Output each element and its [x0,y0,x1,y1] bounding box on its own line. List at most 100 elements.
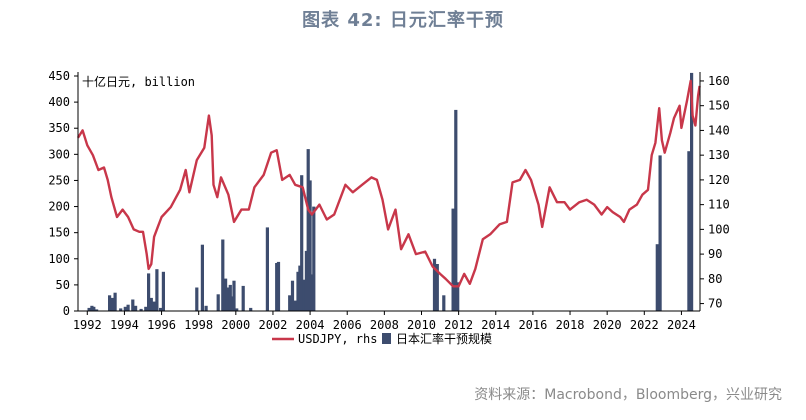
chart-title: 图表 42: 日元汇率干预 [302,10,504,31]
x-tick-label: 2000 [221,318,250,332]
intervention-bar [225,287,230,311]
x-tick-label: 2006 [333,318,362,332]
left-tick-label: 200 [48,200,70,214]
intervention-bar [454,109,458,312]
intervention-bar [451,208,455,311]
right-tick-label: 160 [708,74,730,88]
intervention-bar [456,282,460,311]
intervention-bar [92,306,96,311]
right-tick-label: 100 [708,222,730,236]
intervention-bar [126,304,130,311]
intervention-bar [290,280,295,311]
intervention-bar [216,294,220,311]
usdjpy-line [76,79,701,288]
intervention-bar [95,309,99,311]
intervention-bar [159,307,163,311]
intervention-bar [658,155,662,311]
intervention-bar [241,285,245,311]
intervention-bar [306,149,310,311]
intervention-bar [119,308,123,311]
intervention-bar [155,269,159,311]
right-tick-label: 110 [708,198,730,212]
intervention-bar [230,296,234,311]
intervention-bar [265,227,269,311]
intervention-bar [235,308,239,311]
intervention-bar [134,305,138,311]
intervention-bar [139,308,143,311]
x-tick-label: 1998 [184,318,213,332]
left-tick-label: 450 [48,69,70,83]
intervention-bar [300,175,304,311]
intervention-bar [232,280,236,311]
right-tick-label: 140 [708,123,730,137]
intervention-bar [655,244,659,311]
intervention-bar [149,297,153,311]
intervention-bar [200,244,204,311]
legend-bar-label: 日本汇率干预规模 [396,331,492,346]
left-tick-label: 50 [56,278,70,292]
intervention-bar [161,271,165,311]
x-tick-label: 2010 [407,318,436,332]
right-tick-label: 120 [708,173,730,187]
intervention-bar [249,307,253,311]
intervention-bar [312,206,316,311]
intervention-bar [204,305,208,311]
intervention-bar [302,279,307,311]
x-tick-label: 2016 [518,318,547,332]
intervention-bar [687,151,691,311]
intervention-bar [308,180,312,311]
intervention-bar [110,297,114,311]
left-tick-label: 350 [48,121,70,135]
intervention-bar [131,299,135,311]
left-tick-label: 150 [48,226,70,240]
x-tick-label: 1994 [110,318,139,332]
x-tick-label: 2008 [370,318,399,332]
intervention-bar [152,301,156,311]
intervention-bar [221,239,225,311]
left-tick-label: 300 [48,147,70,161]
left-axis-label: 十亿日元, billion [82,74,195,89]
x-tick-label: 2014 [481,318,510,332]
bar-series-intervention [87,72,694,312]
intervention-bar [432,258,437,311]
intervention-bar [90,305,94,311]
intervention-bar [144,306,148,311]
intervention-bar [293,300,297,311]
left-tick-label: 400 [48,95,70,109]
intervention-bar [442,295,446,311]
axes: 0 50 100 150 200 250 300 350 400 450 70 80 90 100 110 1… [48,69,729,332]
intervention-bar [288,295,292,311]
intervention-bar [690,72,694,312]
source-note: 资料来源：Macrobond，Bloomberg，兴业研究 [474,387,782,403]
legend-line-label: USDJPY, rhs [298,332,377,346]
x-tick-label: 2012 [444,318,473,332]
x-tick-label: 1992 [73,318,102,332]
right-tick-label: 90 [708,247,722,261]
intervention-bar [113,292,117,311]
right-tick-label: 130 [708,148,730,162]
x-tick-label: 2022 [630,318,659,332]
right-tick-label: 80 [708,272,722,286]
x-tick-label: 2002 [259,318,288,332]
intervention-bar [224,278,228,311]
legend: USDJPY, rhs 日本汇率干预规模 [272,331,492,346]
intervention-bar [296,271,300,311]
x-tick-label: 2020 [593,318,622,332]
intervention-bar [435,264,439,311]
left-tick-label: 250 [48,173,70,187]
intervention-bar [298,265,302,311]
x-tick-label: 1996 [147,318,176,332]
intervention-bar [275,263,279,311]
left-tick-label: 0 [63,304,70,318]
intervention-bar [87,307,91,311]
x-tick-label: 2018 [556,318,585,332]
intervention-bar [147,273,151,311]
x-tick-label: 2024 [667,318,696,332]
intervention-bar [310,274,314,311]
intervention-bar [276,261,281,311]
intervention-bar [304,250,308,311]
right-tick-label: 150 [708,99,730,113]
intervention-bar [108,295,112,311]
legend-bar-swatch [382,333,391,344]
